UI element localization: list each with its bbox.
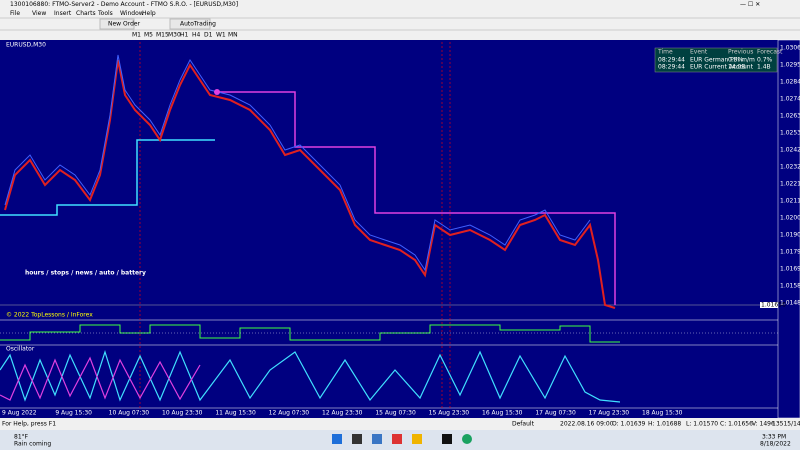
news-header: Forecast [757,49,783,56]
price-label: 1.01585 [780,283,800,290]
news-panel: Time Event Previous Forecast 08:29:44 EUR Ger… [654,47,783,73]
cyan-stop-line [0,139,215,216]
status-field: L: 1.01570 [686,421,718,428]
timeframe-button[interactable]: H4 [192,32,201,39]
status-field: 13515/14 kb [772,421,800,428]
copyright: © 2022 TopLessons / InForex [6,312,93,319]
status-field: V: 1496 [752,421,775,428]
timeframe-button[interactable]: M15 [156,32,169,39]
news-header: Previous [728,49,753,56]
price-label: 1.02320 [780,164,800,171]
time-label: 18 Aug 15:30 [642,410,683,417]
status-field: For Help, press F1 [2,421,56,428]
new-order-label: New Order [108,21,141,28]
news-cell: 08:29:44 [658,64,685,71]
price-label: 1.01795 [780,249,800,256]
price-label: 1.02110 [780,198,800,205]
indicator-1 [0,324,620,343]
clock-time: 3:33 PM [762,434,786,441]
news-header: Event [690,49,708,56]
time-label: 12 Aug 07:30 [269,410,310,417]
menu-item[interactable]: File [10,10,20,17]
price-label: 1.01690 [780,266,800,273]
menu-item[interactable]: Charts [76,10,96,17]
timeframe-button[interactable]: M1 [132,32,141,39]
price-label: 1.02530 [780,130,800,137]
news-cell: EUR Current Account [690,64,754,71]
menu-item[interactable]: View [32,10,46,17]
time-label: 10 Aug 07:30 [109,410,150,417]
price-label: 1.02845 [780,79,800,86]
price-label: 1.02635 [780,113,800,120]
symbol-label: EURUSD,M30 [6,42,46,49]
menu-item[interactable]: Help [142,10,156,17]
new-order-button[interactable] [99,18,135,30]
time-label: 9 Aug 2022 [2,410,37,417]
price-label: 1.03060 [780,45,800,52]
autotrading-button[interactable] [169,18,211,30]
menu-item[interactable]: Window [120,10,144,17]
timeframe-button[interactable]: H1 [180,32,189,39]
price-label: 1.02005 [780,215,800,222]
timeframe-button[interactable]: D1 [204,32,213,39]
indicator-2 [0,350,621,403]
status-field: 2022.08.16 09:00 [560,421,614,428]
taskbar-icons[interactable] [332,434,472,444]
price-label: 1.02425 [780,147,800,154]
overlay-text: hours / stops / news / auto / battery [25,270,146,277]
price-line [4,59,616,309]
status-field: C: 1.01656 [720,421,753,428]
time-label: 17 Aug 07:30 [535,410,576,417]
news-cell: 08:29:44 [658,57,685,64]
current-price: 1.01656 [761,302,786,309]
weather: 81°F [14,434,29,441]
time-label: 15 Aug 07:30 [375,410,416,417]
timeframe-button[interactable]: MN [228,32,238,39]
news-cell: 14.0B [728,64,745,71]
news-cell: EUR German PPI m/m [690,57,755,64]
time-label: 9 Aug 15:30 [55,410,92,417]
news-header: Time [657,49,673,56]
menu-item[interactable]: Insert [54,10,72,17]
price-label: 1.01900 [780,232,800,239]
time-label: 17 Aug 23:30 [589,410,630,417]
clock-date: 8/18/2022 [760,441,791,448]
time-label: 11 Aug 15:30 [215,410,256,417]
news-cell: 1.4B [757,64,771,71]
status-field: Default [512,421,535,428]
news-cell: 0.7% [757,57,773,64]
window-controls[interactable]: — ☐ ✕ [740,1,760,8]
status-field: O: 1.01639 [612,421,646,428]
timeframe-button[interactable]: M30 [168,32,181,39]
price-label: 1.02740 [780,96,800,103]
timeframe-button[interactable]: M5 [144,32,153,39]
timeframe-button[interactable]: W1 [216,32,226,39]
window-title: 1300106880: FTMO-Server2 - Demo Account … [10,1,238,8]
time-label: 12 Aug 23:30 [322,410,363,417]
time-label: 16 Aug 15:30 [482,410,523,417]
status-field: H: 1.01688 [648,421,681,428]
menu-item[interactable]: Tools [97,10,113,17]
time-label: 10 Aug 23:30 [162,410,203,417]
price-label: 1.02950 [780,62,800,69]
price-label: 1.02215 [780,181,800,188]
time-label: 15 Aug 23:30 [429,410,470,417]
autotrading-label: AutoTrading [180,21,216,28]
news-cell: 0.5% [728,57,744,64]
price-label: 1.01480 [780,300,800,307]
magenta-stop-line [215,91,616,305]
weather-note: Rain coming [14,441,51,448]
indicator-2-label: Oscillator [6,346,35,353]
